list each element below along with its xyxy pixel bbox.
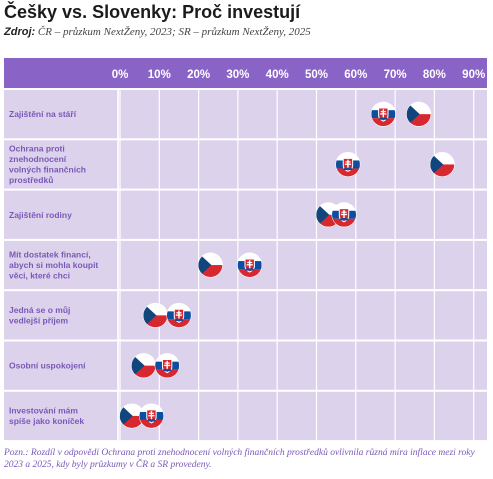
x-tick-label: 90% (462, 69, 485, 81)
category-label-line: Jedná se o můj (9, 305, 70, 315)
category-label-line: prostředků (9, 175, 53, 185)
sk-flag-marker (237, 253, 262, 278)
row-background (4, 341, 487, 390)
row-background (4, 391, 487, 441)
chart-note: Pozn.: Rozdíl v odpovědi Ochrana proti z… (4, 448, 475, 470)
category-label-line: Ochrana proti (9, 144, 65, 154)
category-label: Jedná se o můj vedlejší příjem (9, 305, 70, 326)
x-tick-label: 80% (423, 69, 446, 81)
source-text: ČR – průzkum NextŽeny, 2023; SR – průzku… (37, 26, 311, 38)
cz-flag-marker (143, 303, 168, 328)
category-label-line: Investování mám (9, 406, 78, 416)
cz-flag-marker (131, 353, 156, 378)
cz-flag-marker (430, 152, 455, 177)
category-label: Investování mám spíše jako koníček (9, 406, 84, 427)
cz-flag-marker (406, 102, 431, 127)
source-label: Zdroj: (4, 26, 36, 38)
x-tick-label: 30% (226, 69, 249, 81)
sk-flag-marker (332, 202, 357, 227)
category-label-line: znehodnocení (9, 154, 67, 164)
row-background (4, 291, 487, 340)
chart-source: Zdroj: ČR – průzkum NextŽeny, 2023; SR –… (4, 26, 311, 38)
category-label: Zajištění na stáří (9, 109, 77, 119)
category-label-line: vedlejší příjem (9, 316, 68, 326)
category-label-line: Osobní uspokojení (9, 361, 86, 371)
x-tick-label: 20% (187, 69, 210, 81)
x-tick-label: 50% (305, 69, 328, 81)
header-band (4, 58, 487, 88)
category-label-line: Mít dostatek financí, (9, 250, 91, 260)
category-label-line: spíše jako koníček (9, 416, 84, 426)
x-tick-label: 40% (266, 69, 289, 81)
row-background (4, 140, 487, 189)
category-label-line: věci, které chci (9, 271, 70, 281)
x-tick-label: 0% (112, 69, 129, 81)
sk-flag-marker (166, 303, 191, 328)
category-label-line: Zajištění rodiny (9, 210, 72, 220)
category-label-line: volných finančních (9, 165, 86, 175)
x-tick-label: 60% (344, 69, 367, 81)
row-background (4, 190, 487, 239)
x-tick-label: 10% (148, 69, 171, 81)
cz-flag-marker (198, 253, 223, 278)
category-label-line: abych si mohla koupit (9, 260, 98, 270)
category-label: Ochrana proti znehodnocení volných finančn… (9, 144, 86, 186)
category-label: Zajištění rodiny (9, 210, 72, 220)
sk-flag-marker (371, 102, 396, 127)
chart-title: Češky vs. Slovenky: Proč investují (4, 2, 301, 22)
sk-flag-marker (335, 152, 360, 177)
category-label-line: Zajištění na stáří (9, 109, 77, 119)
sk-flag-marker (155, 353, 180, 378)
sk-flag-marker (139, 403, 164, 428)
category-label: Mít dostatek financí, abych si mohla koup… (9, 250, 98, 281)
x-tick-label: 70% (384, 69, 407, 81)
category-label: Osobní uspokojení (9, 361, 86, 371)
